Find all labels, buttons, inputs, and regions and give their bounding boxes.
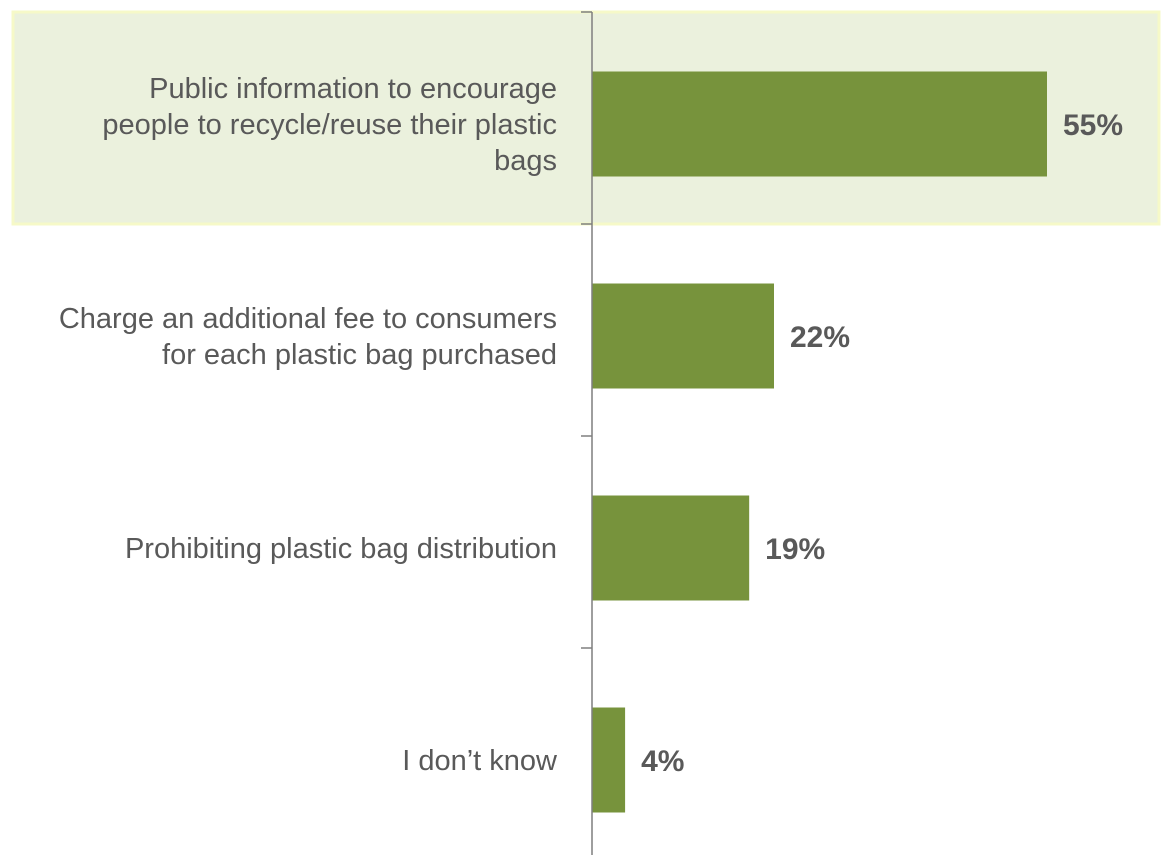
bar — [592, 495, 750, 601]
category-label: I don’t know — [402, 745, 558, 777]
value-label: 55% — [1063, 109, 1123, 142]
category-label-line: I don’t know — [402, 745, 558, 777]
bar — [592, 71, 1047, 177]
category-label-line: people to recycle/reuse their plastic — [102, 109, 557, 141]
category-label: Public information to encourage people to… — [102, 73, 557, 177]
value-labels-group: 55% 22% 19% 4% — [641, 109, 1123, 778]
axis-ticks-group — [581, 11, 592, 860]
bar — [592, 707, 626, 813]
category-labels-group: Public information to encourage people to… — [59, 73, 558, 777]
category-label-line: bags — [494, 145, 557, 177]
category-label-line: Prohibiting plastic bag distribution — [125, 533, 557, 565]
bar — [592, 283, 774, 389]
value-label: 4% — [641, 745, 684, 778]
value-label: 22% — [790, 321, 850, 354]
bars-group — [592, 71, 1047, 813]
category-label: Prohibiting plastic bag distribution — [125, 533, 557, 565]
category-label: Charge an additional fee to consumers for… — [59, 303, 557, 371]
category-label-line: Public information to encourage — [149, 73, 557, 105]
category-label-line: for each plastic bag purchased — [162, 339, 557, 371]
value-label: 19% — [765, 533, 825, 566]
category-label-line: Charge an additional fee to consumers — [59, 303, 557, 335]
